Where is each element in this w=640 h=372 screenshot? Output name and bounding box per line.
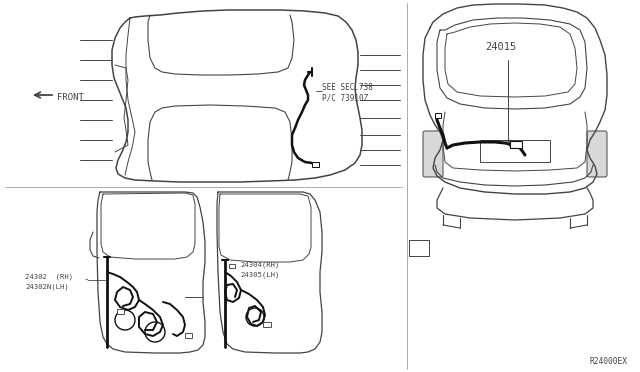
Bar [312,162,319,167]
Bar [229,264,235,268]
Text: 24305(LH): 24305(LH) [240,271,280,278]
Text: 24302N(LH): 24302N(LH) [25,283,68,289]
Text: A: A [417,246,422,254]
Text: 24015: 24015 [485,42,516,52]
FancyBboxPatch shape [423,131,443,177]
FancyBboxPatch shape [587,131,607,177]
Bar [435,113,441,118]
Text: FRONT: FRONT [57,93,84,103]
Bar [117,309,124,314]
Bar [185,333,192,338]
Text: 24304(RH): 24304(RH) [240,262,280,269]
Bar [263,322,271,327]
FancyBboxPatch shape [409,240,429,256]
Bar [480,140,550,162]
Bar [510,141,522,148]
Text: 24302  (RH): 24302 (RH) [25,274,73,280]
Text: P/C 73910Z: P/C 73910Z [322,93,368,103]
Text: R24000EX: R24000EX [590,357,628,366]
Text: SEE SEC.738: SEE SEC.738 [322,83,373,93]
